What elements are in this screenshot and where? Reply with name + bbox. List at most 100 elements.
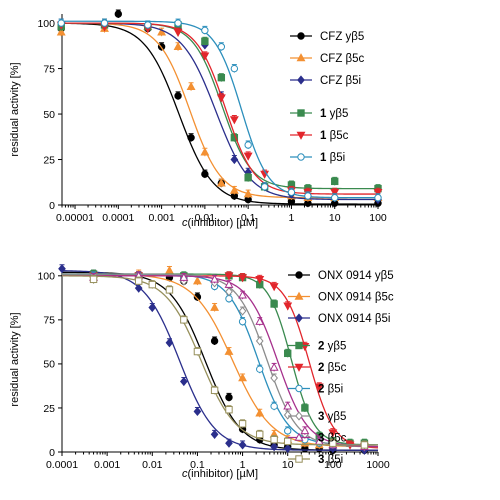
data-point xyxy=(174,92,182,100)
x-tick-label: 0.0001 xyxy=(102,212,134,224)
data-point xyxy=(328,429,338,438)
data-point xyxy=(134,277,143,285)
chart-top: 0 25 50 75 100 0.00001 0.0001 0.001 0.01 0.1 1 10 10… xyxy=(9,9,387,229)
data-point xyxy=(148,280,156,289)
legend-marker xyxy=(295,455,303,463)
data-point xyxy=(238,373,248,382)
data-point xyxy=(243,189,253,198)
data-point xyxy=(224,346,234,355)
data-point xyxy=(192,276,202,285)
data-point xyxy=(238,274,248,283)
data-point xyxy=(287,188,296,196)
legend-marker xyxy=(297,153,305,161)
data-point xyxy=(210,386,219,395)
data-point xyxy=(238,317,247,326)
data-point xyxy=(193,293,202,301)
data-point xyxy=(216,94,226,103)
y-tick-label: 25 xyxy=(43,403,55,415)
legend-marker xyxy=(295,271,303,279)
legend-marker xyxy=(297,75,305,85)
data-point xyxy=(100,19,109,27)
data-point xyxy=(284,427,292,435)
chart-bottom: 0 25 50 75 100 0.0001 0.001 0.01 0.1 1 10 100 1000 c(… xyxy=(9,264,394,480)
data-point xyxy=(255,336,264,346)
data-point xyxy=(200,52,210,61)
data-point xyxy=(300,426,310,435)
data-point xyxy=(217,43,226,51)
legend-marker xyxy=(296,131,306,140)
data-point xyxy=(301,404,309,412)
legend-label: ONX 0914 yβ5 xyxy=(318,270,394,282)
y-tick-label: 100 xyxy=(37,271,55,283)
data-point xyxy=(173,28,183,38)
data-point xyxy=(58,264,66,274)
legend-marker xyxy=(294,363,304,372)
x-tick-label: 1000 xyxy=(366,459,390,471)
data-point xyxy=(270,402,278,410)
x-tick-label: 0.00001 xyxy=(56,212,94,224)
data-point xyxy=(230,154,239,165)
data-point xyxy=(225,438,233,448)
data-point xyxy=(374,194,382,202)
data-point xyxy=(200,147,210,156)
data-point xyxy=(134,283,143,293)
data-point xyxy=(256,365,264,373)
data-point xyxy=(256,430,264,439)
data-point xyxy=(283,410,292,420)
x-tick-label: 0.1 xyxy=(241,212,256,224)
fit-curve xyxy=(61,275,378,446)
data-point xyxy=(56,27,66,36)
data-point xyxy=(217,73,226,82)
series-8 xyxy=(61,274,378,449)
legend-label: CFZ yβ5 xyxy=(320,31,364,43)
data-point xyxy=(269,283,279,292)
data-point xyxy=(210,302,220,311)
data-point xyxy=(260,183,269,191)
data-point xyxy=(174,19,182,27)
legend-label: CFZ β5c xyxy=(320,53,365,65)
legend-marker xyxy=(294,432,304,441)
data-point xyxy=(57,19,65,27)
data-point xyxy=(255,408,265,417)
legend: ONX 0914 yβ5 ONX 0914 β5c ONX 0914 β5i 2 yβ… xyxy=(288,270,394,466)
data-point xyxy=(157,27,167,36)
data-point xyxy=(210,429,219,439)
fit-curve xyxy=(61,22,378,205)
x-tick-label: 0.0001 xyxy=(46,459,78,471)
data-point xyxy=(225,393,233,402)
x-tick-label: 10 xyxy=(329,212,341,224)
data-point xyxy=(314,383,324,392)
legend-label: 2 β5c xyxy=(318,362,347,374)
y-tick-label: 0 xyxy=(49,200,55,212)
data-point xyxy=(255,276,265,285)
data-point xyxy=(270,435,278,444)
data-point xyxy=(210,274,220,283)
x-tick-label: 10 xyxy=(282,459,294,471)
y-tick-label: 0 xyxy=(49,447,55,459)
legend-marker xyxy=(297,32,305,40)
series-5 xyxy=(57,18,382,202)
x-tick-label: 0.01 xyxy=(142,459,163,471)
legend-label: ONX 0914 β5c xyxy=(318,292,394,304)
data-point xyxy=(210,337,219,345)
x-tick-label: 0.1 xyxy=(190,459,205,471)
data-point xyxy=(283,401,293,410)
data-point xyxy=(283,302,293,311)
fit-curve xyxy=(62,273,379,448)
x-axis-title: c(inhibitor) [µM] xyxy=(182,468,258,480)
data-point xyxy=(225,295,233,303)
y-tick-label: 50 xyxy=(43,359,55,371)
data-point xyxy=(224,272,234,281)
data-point xyxy=(193,347,202,356)
data-point xyxy=(89,275,98,284)
x-tick-label: 0.01 xyxy=(195,212,216,224)
data-point xyxy=(270,373,278,383)
legend-label: 3 β5c xyxy=(318,433,347,445)
data-point xyxy=(229,185,239,194)
data-point xyxy=(193,406,202,417)
data-point xyxy=(244,174,252,182)
legend-marker xyxy=(295,341,303,350)
legend-marker xyxy=(295,411,303,421)
data-point xyxy=(224,279,234,288)
data-point xyxy=(148,302,157,313)
